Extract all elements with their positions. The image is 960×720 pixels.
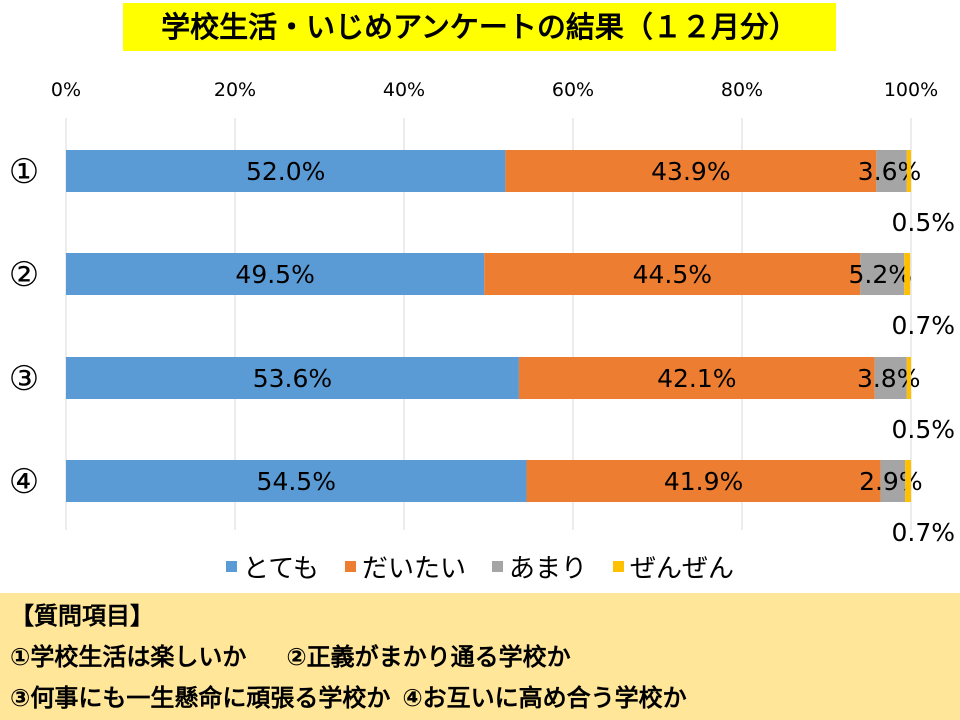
legend-swatch: [226, 560, 238, 572]
data-label: 0.7%: [891, 311, 955, 340]
data-label: 49.5%: [235, 260, 314, 289]
question-list: 【質問項目】 ①学校生活は楽しいか ②正義がまかり通る学校か ③何事にも一生懸命に…: [0, 593, 960, 720]
question-row-1: ①学校生活は楽しいか ②正義がまかり通る学校か: [10, 637, 960, 678]
bar-segment: [906, 357, 911, 399]
data-label: 43.9%: [651, 157, 730, 186]
legend-label: ぜんぜん: [629, 553, 734, 584]
x-tick-label: 100%: [884, 79, 938, 101]
category-label: ④: [9, 462, 39, 502]
legend-swatch: [612, 560, 624, 572]
bar-segment: [874, 357, 907, 399]
legend-label: とても: [243, 553, 319, 584]
bar-segment: [66, 357, 519, 399]
data-label: 0.7%: [891, 518, 955, 546]
data-label: 53.6%: [253, 364, 332, 393]
x-tick-label: 80%: [721, 79, 763, 101]
x-tick-label: 0%: [51, 79, 81, 101]
data-label: 0.5%: [891, 415, 955, 444]
question-row-2: ③何事にも一生懸命に頑張る学校か ④お互いに高め合う学校か: [10, 678, 960, 719]
chart-title: 学校生活・いじめアンケートの結果（１２月分）: [123, 3, 836, 51]
x-tick-label: 60%: [552, 79, 594, 101]
data-label: 42.1%: [657, 364, 736, 393]
bar-segment: [526, 460, 881, 502]
bar-segment: [484, 253, 861, 295]
question-4: ④お互いに高め合う学校か: [402, 684, 687, 712]
legend-swatch: [491, 560, 503, 572]
data-label: 3.6%: [858, 157, 922, 186]
category-label: ①: [9, 152, 39, 192]
bar-segment: [906, 150, 911, 192]
data-label: 0.5%: [891, 208, 955, 237]
data-label: 52.0%: [246, 157, 325, 186]
question-1: ①学校生活は楽しいか: [10, 643, 247, 671]
legend-item-zenzen: ぜんぜん: [612, 548, 734, 585]
legend-swatch: [344, 560, 356, 572]
data-label: 54.5%: [257, 467, 336, 496]
bar-segment: [66, 253, 485, 295]
stacked-bar-chart: 0% 20% 40% 60% 80% 100% ① ② ③ ④ 52.0% 43.9% 3.6% 0.5%…: [9, 79, 955, 546]
bar-segment: [876, 150, 907, 192]
legend-label: だいたい: [361, 553, 466, 584]
bar-segment: [66, 150, 506, 192]
bar-segment: [904, 253, 911, 295]
bar-segment: [518, 357, 875, 399]
bar-segment: [505, 150, 877, 192]
bar-segment: [66, 460, 527, 502]
legend-item-daitai: だいたい: [344, 548, 466, 585]
category-label: ②: [9, 255, 39, 295]
bar-segment: [905, 460, 911, 502]
x-tick-label: 20%: [214, 79, 256, 101]
legend-item-totemo: とても: [226, 548, 319, 585]
x-tick-label: 40%: [383, 79, 425, 101]
legend-item-amari: あまり: [491, 548, 587, 585]
bar-segment: [880, 460, 906, 502]
data-label: 2.9%: [859, 467, 923, 496]
legend: とても だいたい あまり ぜんぜん: [0, 546, 960, 586]
bar-segment: [860, 253, 905, 295]
question-2: ②正義がまかり通る学校か: [286, 643, 571, 671]
category-label: ③: [9, 359, 39, 399]
data-label: 5.2%: [849, 260, 913, 289]
data-label: 41.9%: [664, 467, 743, 496]
legend-label: あまり: [508, 553, 587, 584]
data-label: 44.5%: [633, 260, 712, 289]
question-heading: 【質問項目】: [10, 602, 154, 630]
question-3: ③何事にも一生懸命に頑張る学校か: [10, 684, 391, 712]
